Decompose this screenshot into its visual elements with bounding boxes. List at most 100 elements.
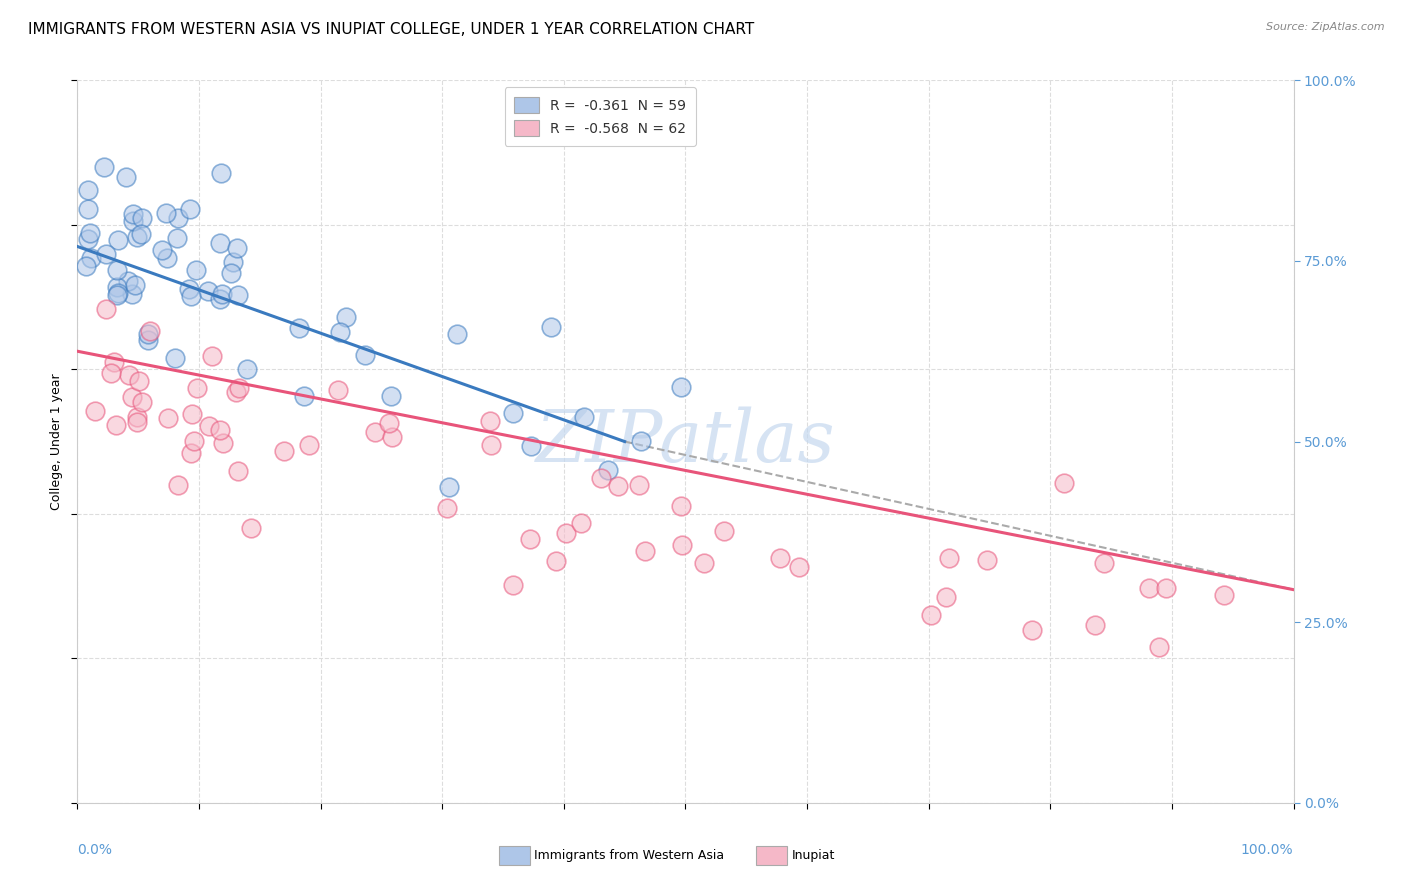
Point	[1147, 640, 1170, 654]
Point	[693, 556, 716, 570]
Point	[180, 446, 202, 460]
Legend: R =  -0.361  N = 59, R =  -0.568  N = 62: R = -0.361 N = 59, R = -0.568 N = 62	[505, 87, 696, 145]
Point	[115, 170, 138, 185]
Point	[131, 395, 153, 409]
Point	[669, 380, 692, 394]
Point	[335, 310, 357, 324]
Point	[787, 559, 810, 574]
Text: 100.0%: 100.0%	[1241, 843, 1294, 856]
Point	[209, 292, 232, 306]
Point	[186, 381, 208, 395]
Point	[627, 478, 650, 492]
Point	[555, 526, 578, 541]
Point	[94, 246, 117, 260]
Point	[121, 286, 143, 301]
Point	[150, 243, 173, 257]
Point	[938, 551, 960, 566]
Point	[437, 480, 460, 494]
Point	[183, 434, 205, 448]
Point	[139, 325, 162, 339]
Point	[326, 383, 349, 397]
Point	[225, 385, 247, 400]
Point	[124, 277, 146, 292]
Point	[634, 544, 657, 558]
Point	[100, 366, 122, 380]
Point	[606, 479, 628, 493]
Point	[127, 409, 149, 424]
Point	[226, 241, 249, 255]
Point	[77, 202, 100, 216]
Point	[540, 319, 562, 334]
Point	[920, 607, 942, 622]
Point	[222, 255, 245, 269]
Point	[128, 374, 150, 388]
Text: Immigrants from Western Asia: Immigrants from Western Asia	[534, 849, 724, 862]
Point	[121, 390, 143, 404]
Point	[105, 417, 128, 432]
Point	[179, 202, 201, 216]
Point	[211, 287, 233, 301]
Point	[105, 262, 128, 277]
Point	[166, 230, 188, 244]
Point	[129, 227, 152, 241]
Text: 0.0%: 0.0%	[77, 843, 112, 856]
Point	[519, 533, 541, 547]
Text: ZIPatlas: ZIPatlas	[536, 406, 835, 477]
Point	[1154, 581, 1177, 595]
Point	[226, 463, 249, 477]
Point	[380, 389, 402, 403]
Point	[569, 516, 592, 530]
Point	[179, 282, 201, 296]
Point	[479, 438, 502, 452]
Y-axis label: College, Under 1 year: College, Under 1 year	[51, 373, 63, 510]
Point	[180, 289, 202, 303]
Text: Source: ZipAtlas.com: Source: ZipAtlas.com	[1267, 22, 1385, 32]
Point	[84, 404, 107, 418]
Point	[105, 288, 128, 302]
Point	[197, 284, 219, 298]
Point	[131, 211, 153, 225]
Point	[1092, 556, 1115, 570]
Point	[209, 166, 232, 180]
Point	[165, 351, 187, 366]
Point	[478, 414, 501, 428]
Point	[221, 266, 243, 280]
Point	[212, 435, 235, 450]
Point	[75, 259, 97, 273]
Point	[180, 407, 202, 421]
Point	[125, 230, 148, 244]
Point	[713, 524, 735, 538]
Point	[121, 213, 143, 227]
Point	[94, 301, 117, 316]
Point	[236, 361, 259, 376]
Point	[107, 285, 129, 300]
Point	[103, 355, 125, 369]
Point	[292, 389, 315, 403]
Text: Inupiat: Inupiat	[792, 849, 835, 862]
Point	[167, 211, 190, 225]
Point	[572, 410, 595, 425]
Point	[546, 554, 568, 568]
Point	[381, 430, 404, 444]
Point	[118, 368, 141, 383]
Point	[519, 439, 541, 453]
Point	[1021, 623, 1043, 637]
Point	[1053, 476, 1076, 491]
Point	[353, 348, 375, 362]
Point	[201, 349, 224, 363]
Point	[239, 521, 262, 535]
Point	[121, 207, 143, 221]
Point	[1137, 581, 1160, 595]
Point	[198, 418, 221, 433]
Point	[976, 553, 998, 567]
Point	[77, 183, 100, 197]
Point	[184, 262, 207, 277]
Point	[105, 280, 128, 294]
Point	[79, 226, 101, 240]
Point	[228, 380, 250, 394]
Point	[502, 406, 524, 420]
Point	[155, 205, 177, 219]
Point	[591, 471, 613, 485]
Point	[136, 333, 159, 347]
Point	[446, 326, 468, 341]
